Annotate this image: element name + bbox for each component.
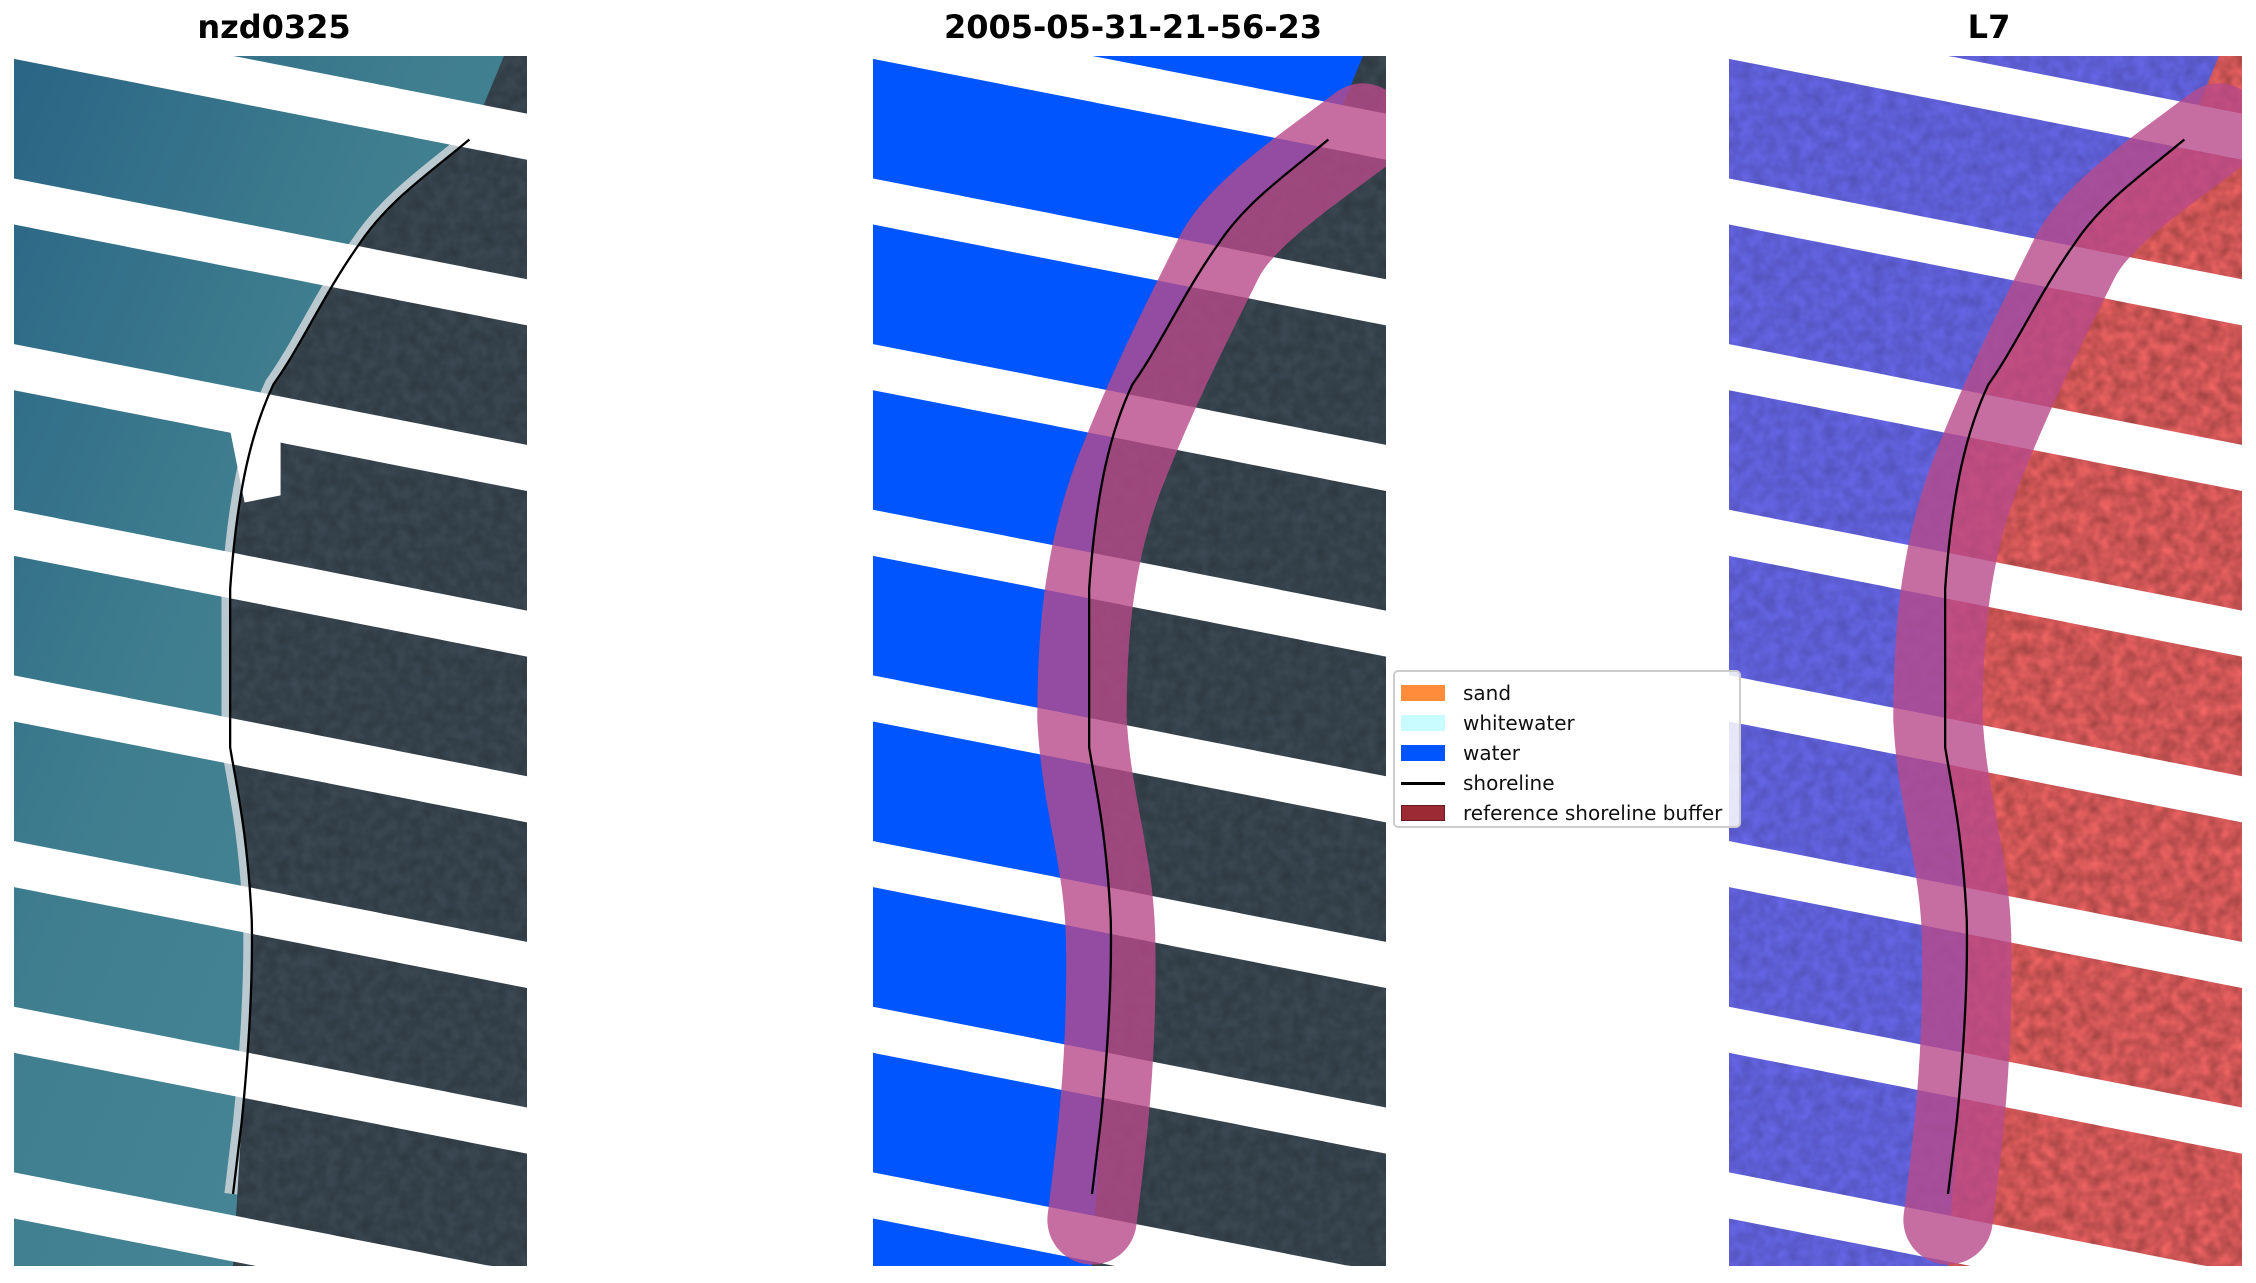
legend-item-shoreline: shoreline bbox=[1401, 768, 1739, 798]
panel-title-date: 2005-05-31-21-56-23 bbox=[943, 8, 1323, 46]
scan-line-gap bbox=[1729, 675, 2242, 823]
scan-line-gap bbox=[14, 1006, 527, 1154]
scan-line-gap bbox=[873, 178, 1386, 326]
scan-line-gap bbox=[14, 1172, 527, 1266]
rgb-image-panel bbox=[14, 56, 527, 1266]
scan-line-gap bbox=[14, 675, 527, 823]
scan-line-gap bbox=[1729, 178, 2242, 326]
panel-title-satellite: L7 bbox=[1967, 8, 2011, 46]
legend-label: sand bbox=[1463, 681, 1512, 705]
scan-line-gap bbox=[873, 56, 1386, 160]
legend-label: reference shoreline buffer bbox=[1463, 801, 1723, 825]
scan-line-gap bbox=[14, 841, 527, 988]
legend-item-buffer: reference shoreline buffer bbox=[1401, 798, 1739, 826]
legend-label: shoreline bbox=[1463, 771, 1555, 795]
legend-item-sand: sand bbox=[1401, 678, 1739, 708]
scan-line-gap bbox=[14, 178, 527, 326]
whitewater-swatch bbox=[1401, 715, 1445, 731]
scan-line-gap bbox=[873, 675, 1386, 823]
shoreline-line-swatch bbox=[1401, 781, 1445, 785]
scan-line-gap bbox=[1729, 56, 2242, 160]
buffer-swatch bbox=[1401, 805, 1445, 821]
scan-line-gap bbox=[14, 509, 527, 657]
shoreline bbox=[1087, 138, 1330, 1195]
legend-label: whitewater bbox=[1463, 711, 1575, 735]
water-swatch bbox=[1401, 745, 1445, 761]
scan-line-gap bbox=[1729, 1172, 2242, 1266]
legend-item-water: water bbox=[1401, 738, 1739, 768]
scan-line-gap bbox=[873, 1172, 1386, 1266]
legend-label: water bbox=[1463, 741, 1520, 765]
legend: sand whitewater water shoreline referenc… bbox=[1393, 670, 1741, 828]
legend-item-whitewater: whitewater bbox=[1401, 708, 1739, 738]
scan-line-gap bbox=[14, 344, 527, 492]
classified-image-panel bbox=[873, 56, 1386, 1266]
shoreline bbox=[228, 138, 471, 1195]
scan-line-gap bbox=[14, 56, 527, 160]
index-image-panel bbox=[1729, 56, 2242, 1266]
sand-swatch bbox=[1401, 685, 1445, 701]
panel-title-rgb: nzd0325 bbox=[197, 8, 351, 46]
shoreline bbox=[1943, 138, 2186, 1195]
